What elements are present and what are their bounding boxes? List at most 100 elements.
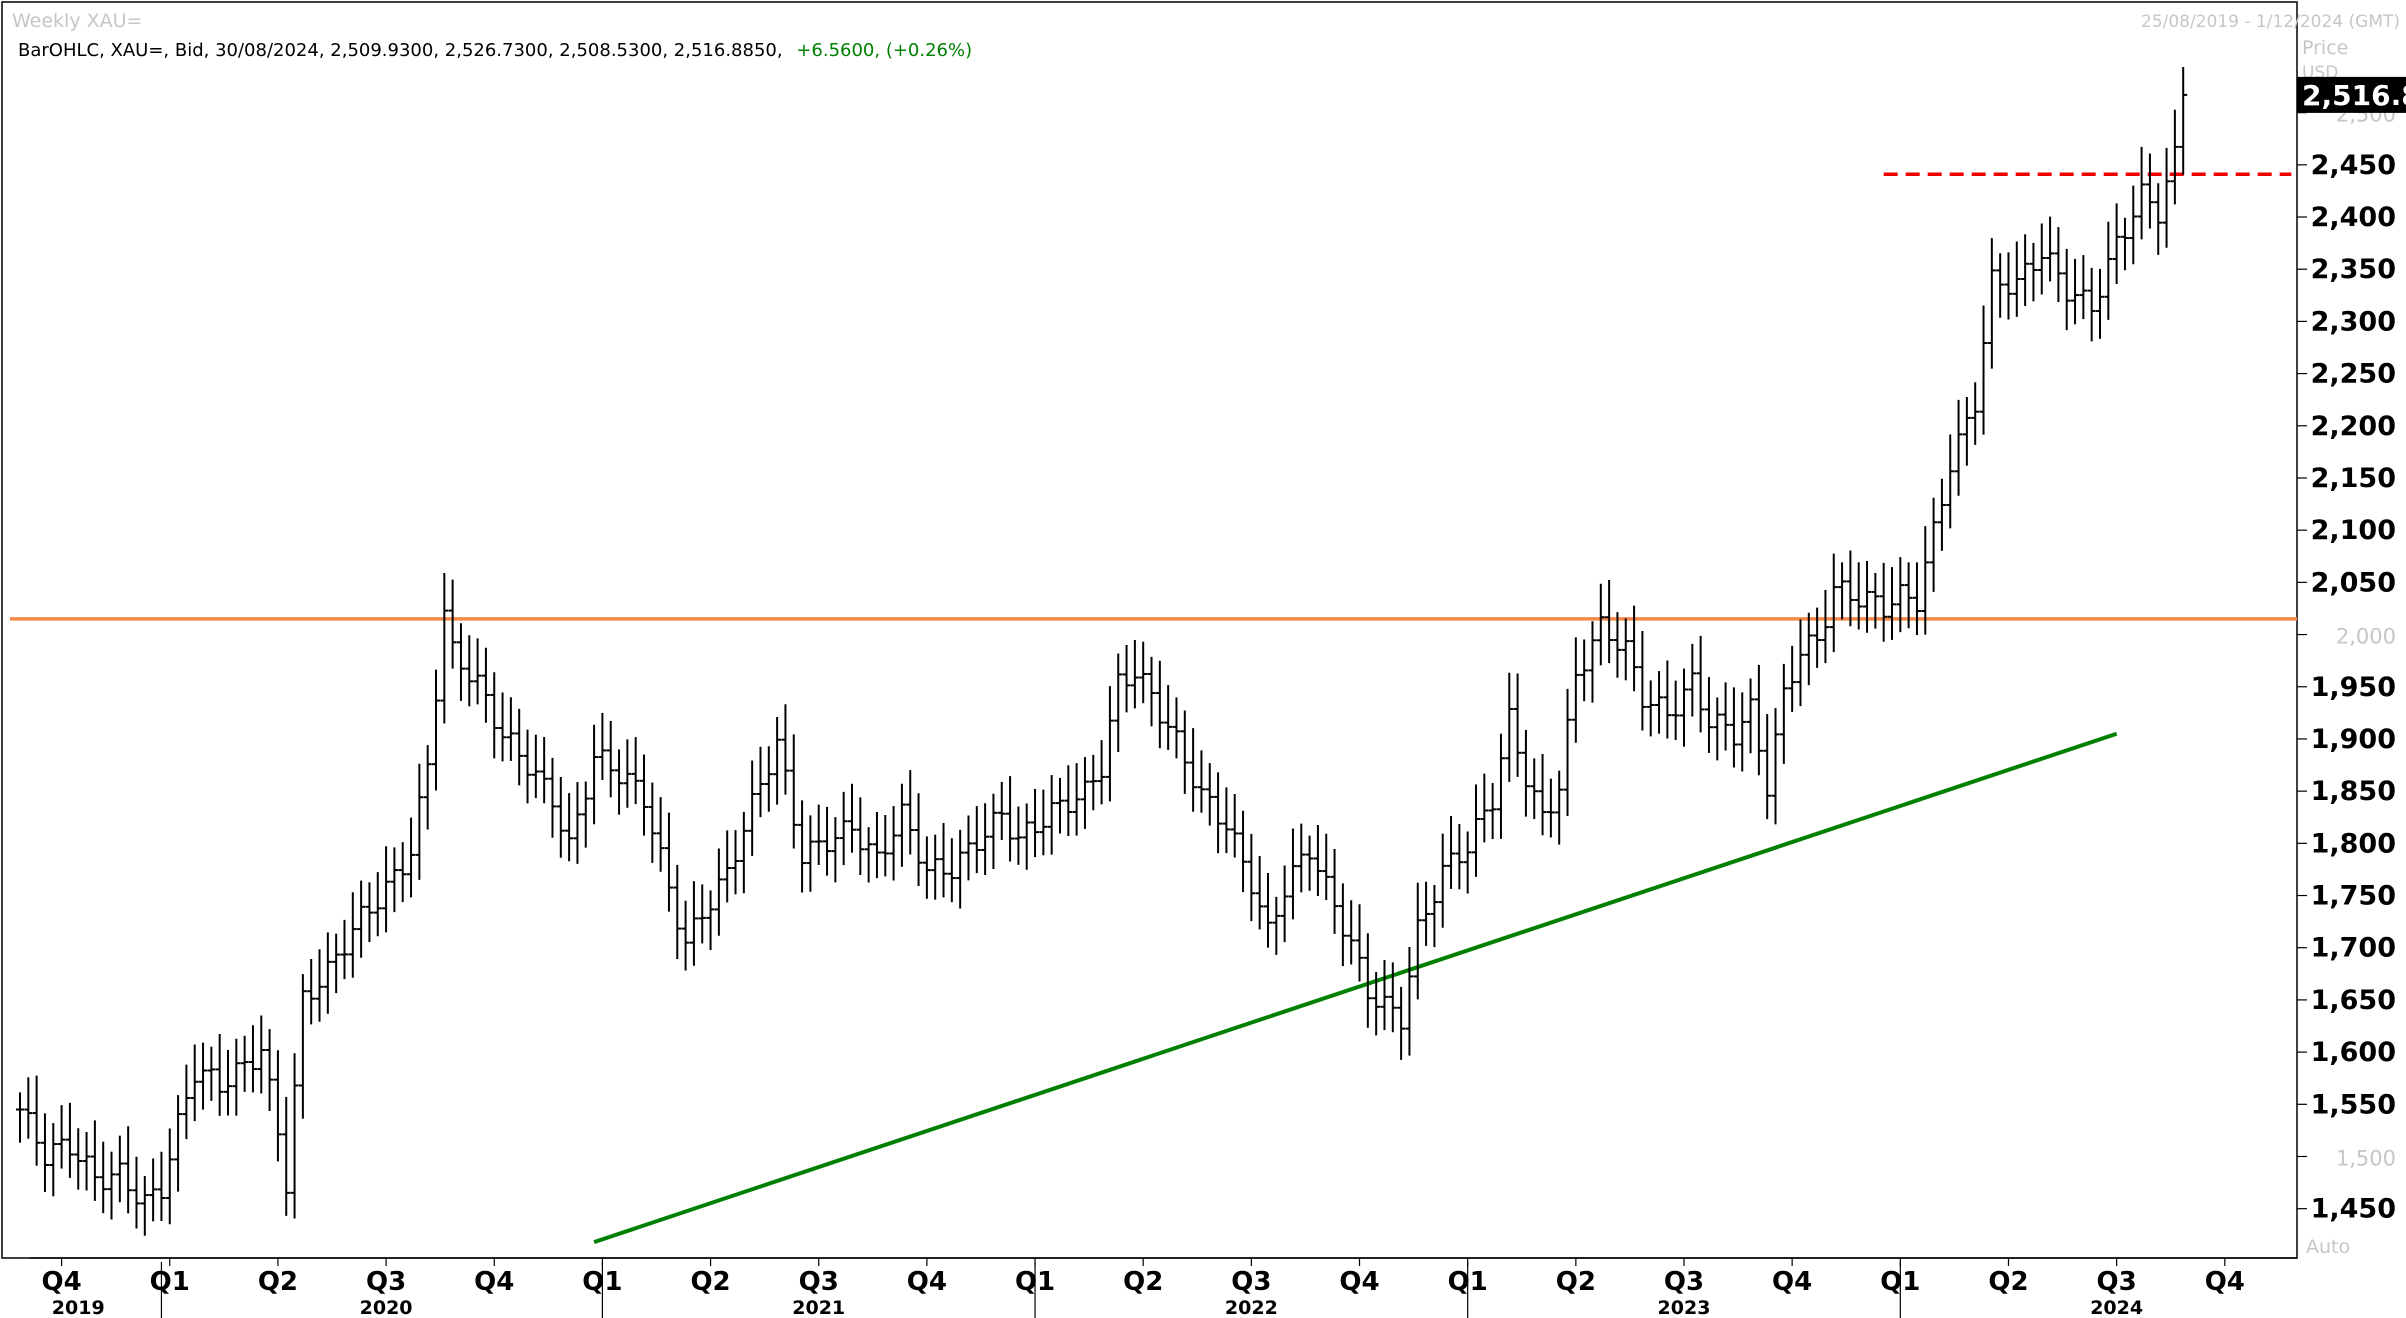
- ohlc-bar: [889, 806, 898, 881]
- ohlc-bar: [1197, 750, 1206, 813]
- quarter-label: Q1: [150, 1267, 190, 1297]
- ohlc-bar: [215, 1033, 224, 1116]
- ohlc-bar: [1546, 778, 1555, 838]
- ohlc-bar: [182, 1064, 191, 1140]
- ohlc-bar: [1180, 710, 1189, 794]
- year-label: 2019: [52, 1297, 105, 1318]
- ohlc-bar: [1979, 305, 1988, 435]
- ohlc-bar: [232, 1038, 241, 1116]
- ohlc-bar: [2037, 223, 2046, 295]
- ohlc-bar: [573, 782, 582, 864]
- ohlc-bar: [1463, 831, 1472, 894]
- ohlc-bar: [565, 793, 574, 862]
- ohlc-bar: [2029, 242, 2038, 302]
- ohlc-bar: [440, 572, 449, 724]
- last-price-label: 2,516.8: [2302, 79, 2406, 112]
- ohlc-bar: [2012, 241, 2021, 317]
- year-label: 2021: [792, 1297, 845, 1318]
- ohlc-bar: [307, 958, 316, 1025]
- ohlc-bar: [656, 797, 665, 872]
- ohlc-bar: [1031, 789, 1040, 858]
- ohlc-bar: [1139, 641, 1148, 704]
- ohlc-bar: [498, 692, 507, 762]
- ohlc-bar: [1505, 672, 1514, 782]
- ohlc-bar: [157, 1151, 166, 1221]
- y-tick-label: 1,850: [2311, 776, 2396, 807]
- ohlc-bar: [415, 763, 424, 880]
- ohlc-bar: [2096, 268, 2104, 339]
- ohlc-bar: [1754, 664, 1763, 776]
- quarter-label: Q3: [366, 1267, 406, 1297]
- ohlc-bar: [2104, 221, 2113, 320]
- y-axis-ticks: 1,450 1,500 1,550 1,600 1,650 1,700 1,750 1,800…: [2297, 103, 2396, 1225]
- ohlc-bars: [16, 66, 2188, 1236]
- ohlc-bar: [706, 890, 715, 951]
- ohlc-bar: [1863, 561, 1872, 633]
- ohlc-bar: [1663, 660, 1672, 739]
- ohlc-bar: [1488, 783, 1497, 840]
- year-label: 2022: [1225, 1297, 1278, 1318]
- ohlc-bar: [2112, 203, 2121, 284]
- ohlc-bar: [1513, 673, 1522, 777]
- ohlc-bar: [689, 881, 698, 966]
- ohlc-bar: [257, 1015, 266, 1094]
- legend-change: +6.5600, (+0.26%): [796, 40, 972, 61]
- ohlc-bar: [1821, 589, 1830, 664]
- quarter-label: Q1: [1880, 1267, 1920, 1297]
- ohlc-bar: [265, 1029, 274, 1111]
- ohlc-bar: [664, 812, 673, 912]
- ohlc-bar: [714, 848, 723, 936]
- ohlc-bar: [340, 919, 349, 980]
- ohlc-bar: [1056, 777, 1064, 834]
- ohlc-bar: [848, 783, 856, 853]
- ohlc-bar: [1771, 708, 1780, 825]
- ohlc-bar: [332, 933, 341, 994]
- ohlc-bar: [640, 754, 648, 836]
- ohlc-bar: [99, 1141, 108, 1214]
- ohlc-bar: [407, 817, 416, 898]
- ohlc-bar: [764, 746, 773, 812]
- ohlc-bar: [1322, 833, 1331, 900]
- ohlc-bar: [1605, 579, 1614, 664]
- auto-scale-toggle[interactable]: Auto: [2306, 1236, 2350, 1258]
- ohlc-bar: [947, 838, 956, 903]
- ohlc-bar: [1929, 497, 1938, 592]
- year-label: 2024: [2090, 1297, 2143, 1318]
- ohlc-bar: [956, 829, 965, 909]
- ohlc-bar: [1613, 612, 1622, 678]
- ohlc-bar: [490, 672, 499, 759]
- ohlc-bar: [382, 846, 391, 933]
- ohlc-bar: [240, 1035, 249, 1092]
- ohlc-bar: [1555, 770, 1564, 845]
- ohlc-bar: [190, 1044, 199, 1122]
- chart-name: Weekly XAU=: [12, 10, 142, 32]
- reference-lines: [10, 172, 2297, 1244]
- ohlc-bar: [823, 806, 832, 876]
- ohlc-bar: [40, 1113, 49, 1193]
- ohlc-bar: [323, 932, 332, 1014]
- ohlc-bar: [623, 739, 632, 808]
- ohlc-bar: [1704, 677, 1713, 753]
- ohlc-bar: [1912, 562, 1921, 636]
- ohlc-bar: [1937, 478, 1946, 551]
- ohlc-bar: [789, 734, 798, 849]
- ohlc-bar: [1064, 765, 1073, 837]
- ohlc-bar: [1696, 635, 1705, 733]
- ohlc-bar: [1305, 835, 1314, 891]
- ohlc-bar: [273, 1050, 282, 1162]
- ohlc-bar: [1080, 757, 1089, 829]
- ohlc-bar: [2087, 267, 2096, 342]
- quarter-label: Q4: [1772, 1267, 1812, 1297]
- ohlc-bar: [1205, 763, 1214, 826]
- quarter-label: Q2: [690, 1267, 730, 1297]
- ohlc-bar: [1996, 253, 2005, 318]
- ohlc-bar: [357, 880, 366, 958]
- ohlc-bar: [2129, 185, 2138, 265]
- ohlc-bar: [2021, 234, 2030, 307]
- ohlc-bar: [1646, 680, 1655, 737]
- ohlc-bar: [523, 729, 532, 804]
- ohlc-bar: [1239, 810, 1248, 893]
- y-tick-label: 2,450: [2311, 150, 2396, 181]
- y-tick-label: 2,200: [2311, 411, 2396, 442]
